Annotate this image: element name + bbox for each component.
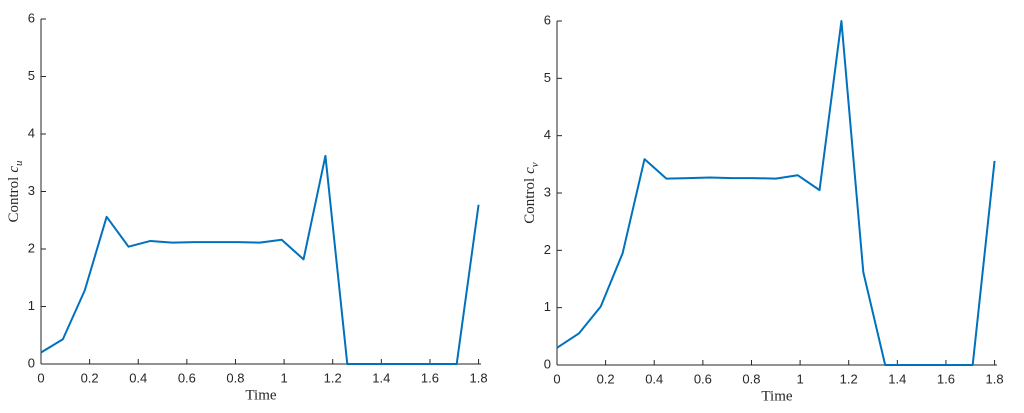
y-label-var: c xyxy=(522,167,538,174)
y-tick-label: 2 xyxy=(544,242,551,257)
y-tick-label: 2 xyxy=(28,240,35,255)
x-tick-label: 0.2 xyxy=(597,371,615,386)
y-tick-label: 5 xyxy=(28,68,35,83)
data-line xyxy=(40,154,480,365)
y-label-var: c xyxy=(6,166,22,173)
x-tick-label: 1.6 xyxy=(937,371,955,386)
y-tick-label: 3 xyxy=(28,183,35,198)
y-label-text: Control xyxy=(522,178,538,224)
y-tick-label: 0 xyxy=(544,356,551,371)
x-tick-label: 0.6 xyxy=(178,370,196,385)
y-tick-label: 0 xyxy=(28,355,35,370)
x-tick-label: 0.6 xyxy=(694,371,712,386)
x-axis-label: Time xyxy=(761,388,792,404)
y-tick-label: 4 xyxy=(28,125,35,140)
y-tick-label: 5 xyxy=(544,70,551,85)
x-tick-label: 1.4 xyxy=(888,371,906,386)
x-tick-label: 0.4 xyxy=(645,371,663,386)
y-tick-label: 6 xyxy=(28,10,35,25)
x-tick-label: 0.8 xyxy=(226,370,244,385)
y-label-sub: v xyxy=(529,162,541,167)
x-tick-label: 0.4 xyxy=(129,370,147,385)
x-axis-label: Time xyxy=(245,387,276,403)
y-tick-label: 1 xyxy=(544,299,551,314)
y-axis-label: Control cv xyxy=(522,162,540,224)
x-tick-label: 0 xyxy=(37,370,44,385)
y-axis-label: Control cu xyxy=(6,160,24,223)
x-tick-label: 1 xyxy=(796,371,803,386)
y-tick-label: 6 xyxy=(544,12,551,27)
x-tick-label: 1.8 xyxy=(470,370,488,385)
y-tick-label: 3 xyxy=(544,184,551,199)
y-label-sub: u xyxy=(13,160,25,166)
x-tick-label: 1.2 xyxy=(840,371,858,386)
y-tick-label: 4 xyxy=(544,127,551,142)
y-tick-label: 1 xyxy=(28,298,35,313)
x-tick-label: 1.6 xyxy=(421,370,439,385)
x-tick-label: 1.2 xyxy=(324,370,342,385)
y-label-text: Control xyxy=(6,177,22,223)
x-tick-label: 1.8 xyxy=(986,371,1004,386)
x-tick-label: 0 xyxy=(553,371,560,386)
x-tick-label: 1 xyxy=(280,370,287,385)
x-tick-label: 0.8 xyxy=(742,371,760,386)
x-tick-label: 1.4 xyxy=(372,370,390,385)
data-line xyxy=(556,20,996,366)
x-tick-label: 0.2 xyxy=(81,370,99,385)
